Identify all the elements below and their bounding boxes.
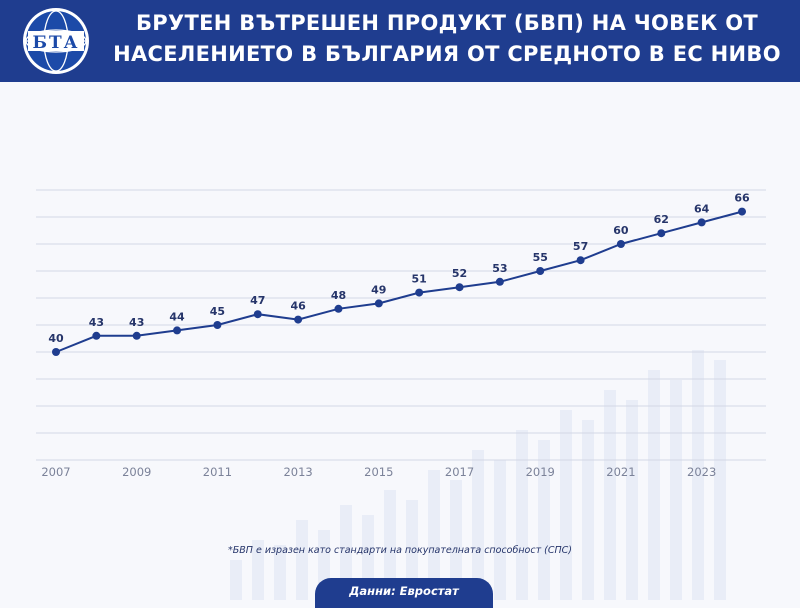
data-point [495, 277, 504, 286]
data-label: 40 [48, 332, 64, 345]
x-tick-label: 2011 [203, 465, 232, 479]
data-label: 49 [371, 283, 386, 296]
title-line-1: БРУТЕН ВЪТРЕШЕН ПРОДУКТ (БВП) НА ЧОВЕК О… [136, 11, 758, 35]
page-title: БРУТЕН ВЪТРЕШЕН ПРОДУКТ (БВП) НА ЧОВЕК О… [112, 8, 782, 70]
data-label: 44 [169, 310, 185, 323]
footnote: *БВП е изразен като стандарти на покупат… [228, 545, 572, 556]
data-point [455, 283, 464, 292]
data-label: 64 [694, 202, 710, 215]
data-label: 43 [89, 316, 104, 329]
data-point [576, 256, 585, 265]
x-tick-label: 2007 [41, 465, 70, 479]
source-label: Данни: Евростат [349, 584, 459, 598]
data-point [697, 218, 706, 227]
data-label: 60 [613, 224, 629, 237]
data-label: 52 [452, 267, 467, 280]
data-point [213, 321, 222, 329]
data-label: 53 [492, 262, 507, 275]
title-line-2: НАСЕЛЕНИЕТО В БЪЛГАРИЯ ОТ СРЕДНОТО В ЕС … [113, 42, 781, 66]
header: БТА БРУТЕН ВЪТРЕШЕН ПРОДУКТ (БВП) НА ЧОВ… [0, 0, 800, 82]
x-tick-label: 2017 [445, 465, 474, 479]
data-point [415, 288, 424, 297]
data-label: 62 [654, 213, 669, 226]
data-point [253, 310, 262, 319]
data-point [132, 331, 141, 340]
data-label: 45 [210, 305, 225, 318]
data-label: 43 [129, 316, 144, 329]
data-point [294, 315, 303, 324]
data-label: 57 [573, 240, 588, 253]
series-line [55, 210, 743, 353]
data-point [536, 267, 545, 275]
x-tick-label: 2023 [687, 465, 716, 479]
data-label: 55 [533, 251, 548, 264]
data-point [657, 229, 666, 238]
data-point [374, 299, 383, 308]
data-label: 66 [734, 192, 750, 205]
bta-logo-icon: БТА [23, 8, 89, 74]
data-label: 48 [331, 289, 346, 302]
data-label: 51 [412, 273, 427, 286]
data-label: 46 [290, 300, 306, 313]
x-tick-label: 2021 [606, 465, 635, 479]
background-bars-decoration [230, 350, 726, 600]
data-point [616, 240, 625, 248]
line-chart: 2007 2009 2011 2013 2015 2017 2019 2021 2023 40 43… [36, 189, 766, 479]
data-point [334, 304, 343, 313]
source-badge: Данни: Евростат [315, 578, 493, 608]
x-tick-label: 2009 [122, 465, 151, 479]
data-point [738, 207, 746, 216]
data-point [52, 348, 60, 356]
x-tick-label: 2019 [526, 465, 555, 479]
data-point [92, 331, 101, 340]
x-tick-label: 2013 [283, 465, 312, 479]
data-label: 47 [250, 294, 265, 307]
x-tick-label: 2015 [364, 465, 393, 479]
data-point [173, 326, 182, 335]
svg-text:БТА: БТА [32, 33, 79, 53]
